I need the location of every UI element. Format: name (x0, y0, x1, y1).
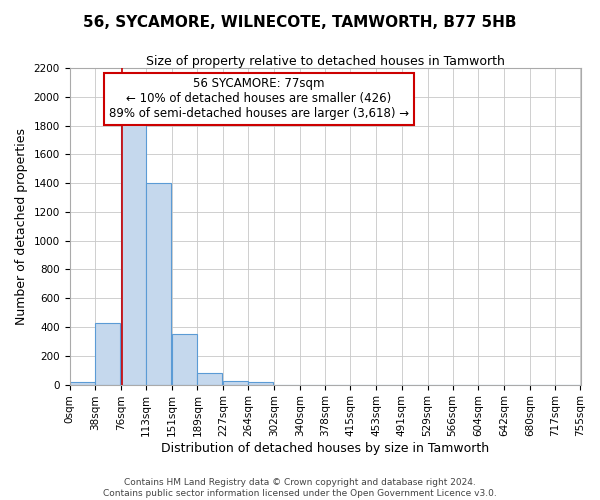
Y-axis label: Number of detached properties: Number of detached properties (15, 128, 28, 325)
X-axis label: Distribution of detached houses by size in Tamworth: Distribution of detached houses by size … (161, 442, 490, 455)
Text: Contains HM Land Registry data © Crown copyright and database right 2024.
Contai: Contains HM Land Registry data © Crown c… (103, 478, 497, 498)
Title: Size of property relative to detached houses in Tamworth: Size of property relative to detached ho… (146, 55, 505, 68)
Bar (248, 382, 273, 384)
Bar (146, 183, 171, 384)
Text: 56, SYCAMORE, WILNECOTE, TAMWORTH, B77 5HB: 56, SYCAMORE, WILNECOTE, TAMWORTH, B77 5… (83, 15, 517, 30)
Bar (95, 324, 120, 384)
Bar (172, 334, 197, 384)
Bar (121, 122, 146, 384)
Bar (223, 381, 248, 384)
Bar (197, 373, 223, 384)
Text: 56 SYCAMORE: 77sqm
← 10% of detached houses are smaller (426)
89% of semi-detach: 56 SYCAMORE: 77sqm ← 10% of detached hou… (109, 78, 409, 120)
Bar (70, 382, 95, 384)
